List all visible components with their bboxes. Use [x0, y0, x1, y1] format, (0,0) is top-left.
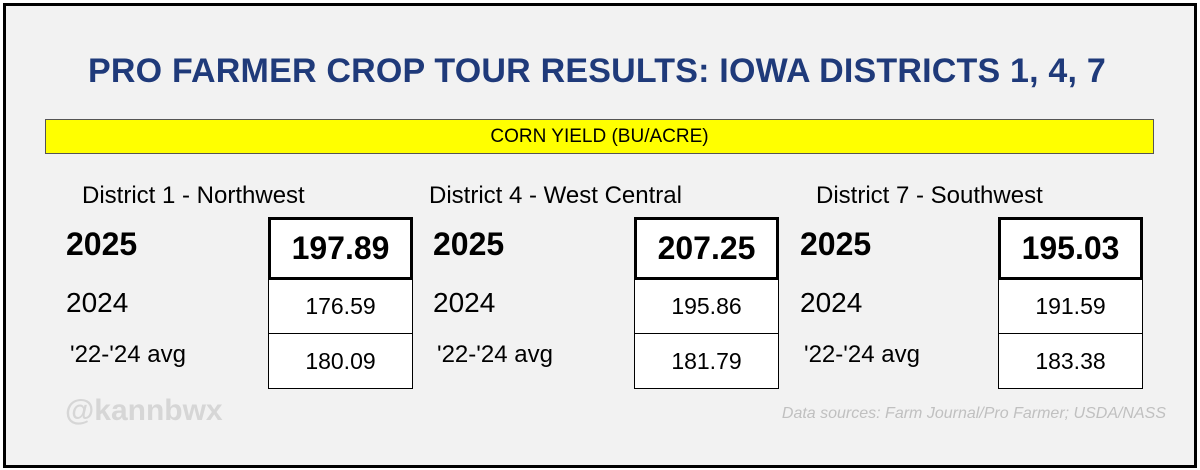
- data-source-note: Data sources: Farm Journal/Pro Farmer; U…: [781, 405, 1166, 422]
- district-4-row-label-avg: '22-'24 avg: [437, 341, 553, 368]
- district-1-value-avg: 180.09: [269, 333, 412, 388]
- district-4-value-2024: 195.86: [671, 293, 742, 319]
- district-7-row-label-2025: 2025: [800, 226, 872, 262]
- district-7-value-table: 195.03 191.59 183.38: [998, 217, 1143, 389]
- metric-banner: CORN YIELD (BU/ACRE): [45, 119, 1154, 154]
- district-7-row-label-avg: '22-'24 avg: [804, 341, 920, 368]
- district-1-heading: District 1 - Northwest: [82, 182, 305, 209]
- district-4-row-label-2024: 2024: [433, 287, 496, 318]
- district-4-value-table: 207.25 195.86 181.79: [634, 217, 779, 389]
- district-1-value-2024: 176.59: [305, 293, 376, 319]
- district-1-row-label-2024: 2024: [66, 287, 129, 318]
- district-4-row-label-2025: 2025: [433, 226, 505, 262]
- author-handle-watermark: @kannbwx: [65, 394, 223, 427]
- district-1-value-2025: 197.89: [268, 217, 413, 280]
- district-7-value-2024: 191.59: [1035, 293, 1106, 319]
- district-4-value-avg: 181.79: [635, 333, 778, 388]
- district-7-heading: District 7 - Southwest: [816, 182, 1043, 209]
- district-4-heading: District 4 - West Central: [429, 182, 682, 209]
- district-4-value-2025: 207.25: [634, 217, 779, 280]
- district-7-value-2025: 195.03: [998, 217, 1143, 280]
- district-1-value-table: 197.89 176.59 180.09: [268, 217, 413, 389]
- district-1-row-label-avg: '22-'24 avg: [70, 341, 186, 368]
- district-7-value-avg: 183.38: [999, 333, 1142, 388]
- district-1-row-label-2025: 2025: [66, 226, 138, 262]
- district-7-row-label-2024: 2024: [800, 287, 863, 318]
- chart-title: PRO FARMER CROP TOUR RESULTS: IOWA DISTR…: [88, 52, 1106, 90]
